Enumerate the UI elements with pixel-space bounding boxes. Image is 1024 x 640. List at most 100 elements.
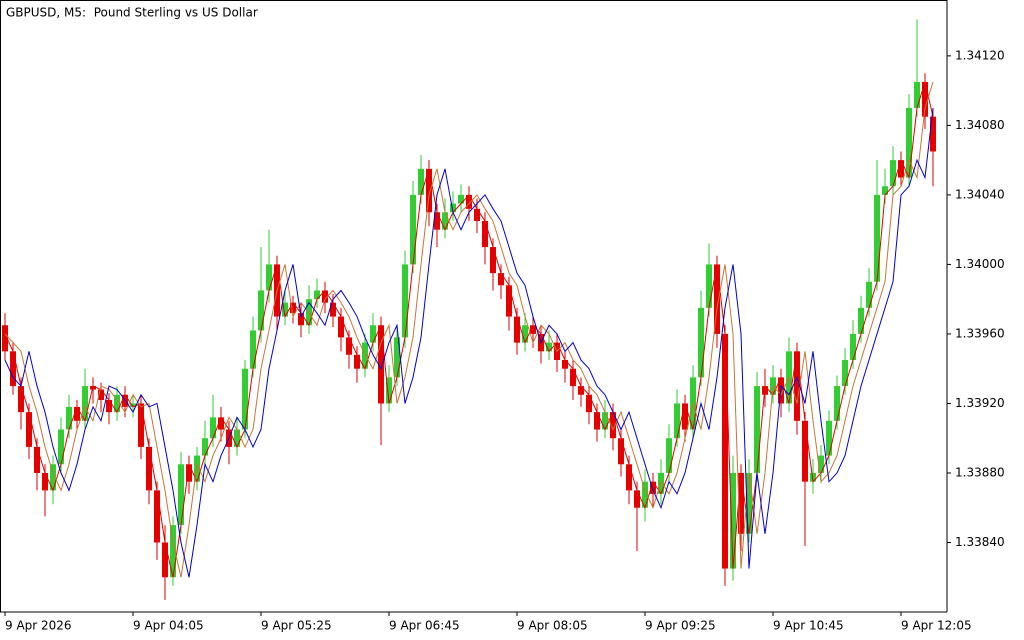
candle-body: [298, 313, 304, 326]
x-tick-label: 9 Apr 10:45: [773, 619, 844, 633]
candle-body: [674, 403, 680, 439]
candle-body: [722, 333, 728, 569]
candle-body: [922, 81, 928, 117]
candle-body: [10, 351, 16, 387]
candle-body: [74, 406, 80, 421]
candle-body: [842, 360, 848, 387]
candle-body: [234, 429, 240, 447]
candle-body: [218, 417, 224, 430]
candle-body: [618, 438, 624, 465]
y-tick-label: 1.33840: [955, 535, 1005, 549]
candle-body: [106, 399, 112, 413]
candle-body: [66, 406, 72, 430]
candle-body: [730, 472, 736, 569]
candle-body: [138, 403, 144, 447]
chart-title: GBPUSD, M5: Pound Sterling vs US Dollar: [6, 6, 258, 20]
candle-body: [58, 429, 64, 465]
y-tick-label: 1.34040: [955, 187, 1005, 201]
candle-body: [930, 116, 936, 152]
candle-body: [346, 337, 352, 355]
candle-body: [522, 325, 528, 343]
candle-body: [290, 302, 296, 314]
candle-body: [498, 273, 504, 286]
candle-body: [194, 455, 200, 482]
candle-body: [914, 81, 920, 109]
candle-body: [826, 420, 832, 456]
candle-body: [282, 302, 288, 317]
candle-body: [594, 412, 600, 430]
candle-body: [458, 194, 464, 204]
candle-body: [546, 342, 552, 352]
candle-body: [794, 351, 800, 421]
candle-body: [314, 290, 320, 300]
candle-body: [658, 472, 664, 494]
candle-body: [570, 368, 576, 387]
candle-body: [146, 446, 152, 491]
candle-body: [626, 464, 632, 491]
candle-body: [426, 168, 432, 213]
moving-average-line: [4, 107, 934, 578]
candle-body: [322, 290, 328, 303]
candle-body: [874, 194, 880, 282]
candle-body: [642, 481, 648, 508]
candle-body: [442, 212, 448, 230]
candle-body: [714, 264, 720, 334]
candle-body: [450, 203, 456, 213]
candle-body: [26, 412, 32, 447]
candle-body: [202, 438, 208, 456]
candle-body: [50, 464, 56, 491]
candle-body: [698, 307, 704, 378]
candle-body: [586, 394, 592, 413]
candle-body: [490, 247, 496, 274]
candle-body: [98, 389, 104, 400]
candle-body: [258, 290, 264, 331]
candle-body: [402, 264, 408, 338]
candle-body: [754, 386, 760, 473]
candle-body: [18, 386, 24, 413]
candle-body: [866, 281, 872, 308]
candle-body: [178, 464, 184, 526]
x-tick-label: 9 Apr 09:25: [645, 619, 716, 633]
candle-body: [42, 472, 48, 491]
candle-body: [378, 325, 384, 404]
candle-body: [386, 377, 392, 404]
candle-body: [466, 194, 472, 209]
x-tick-label: 9 Apr 12:05: [901, 619, 972, 633]
candle-body: [82, 386, 88, 421]
candle-body: [210, 417, 216, 439]
y-tick-label: 1.33880: [955, 465, 1005, 479]
candle-body: [266, 264, 272, 291]
y-tick-label: 1.34080: [955, 118, 1005, 132]
candle-body: [514, 316, 520, 343]
candle-body: [802, 420, 808, 482]
y-tick-label: 1.33920: [955, 396, 1005, 410]
candle-body: [34, 446, 40, 473]
candle-body: [482, 220, 488, 248]
candle-body: [578, 386, 584, 395]
candle-body: [338, 316, 344, 338]
candle-body: [898, 160, 904, 178]
y-tick-label: 1.34120: [955, 48, 1005, 62]
x-tick-label: 9 Apr 05:25: [261, 619, 332, 633]
x-tick-label: 9 Apr 2026: [5, 619, 72, 633]
candle-body: [394, 337, 400, 378]
candle-body: [418, 168, 424, 195]
candle-body: [506, 285, 512, 317]
candle-body: [330, 302, 336, 317]
candle-body: [906, 108, 912, 178]
candle-body: [738, 472, 744, 534]
candle-body: [682, 403, 688, 430]
candle-body: [666, 438, 672, 473]
candle-body: [858, 307, 864, 334]
candle-body: [602, 412, 608, 430]
candle-body: [434, 212, 440, 230]
candle-body: [634, 490, 640, 508]
candle-body: [650, 481, 656, 494]
candle-body: [114, 394, 120, 413]
candle-body: [2, 325, 8, 352]
candle-body: [834, 386, 840, 421]
moving-average-line: [4, 80, 934, 578]
candle-body: [162, 542, 168, 578]
